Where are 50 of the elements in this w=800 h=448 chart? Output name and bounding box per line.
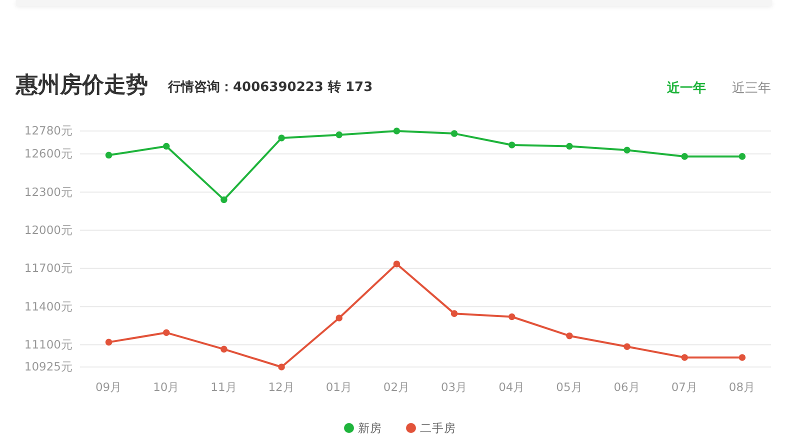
- x-tick-label: 02月: [383, 380, 410, 394]
- point: [278, 134, 285, 142]
- text: 近三年: [732, 81, 771, 96]
- point: [508, 313, 516, 320]
- x-tick-label: 08月: [728, 380, 756, 394]
- legend-label: 二手房: [420, 421, 456, 435]
- point: [393, 260, 400, 268]
- point: [624, 343, 630, 350]
- point: [681, 354, 688, 361]
- point: [566, 332, 573, 340]
- y-tick-label: 11700元: [24, 261, 73, 276]
- point: [681, 153, 688, 160]
- point: [450, 130, 458, 137]
- point: [105, 152, 112, 159]
- point: [336, 314, 343, 322]
- chart-subtitle: 行情咨询：4006390223 转 173: [167, 80, 373, 95]
- point: [738, 153, 746, 160]
- x-tick-label: 04月: [498, 380, 526, 394]
- point: [220, 196, 228, 204]
- y-tick-label: 11400元: [24, 299, 73, 314]
- point: [566, 142, 573, 150]
- x-tick-label: 01月: [326, 380, 352, 394]
- x-tick-label: 11月: [210, 380, 238, 394]
- point: [162, 142, 170, 150]
- point: [450, 310, 458, 317]
- x-tick-label: 06月: [614, 380, 640, 394]
- point: [624, 146, 630, 154]
- point: [220, 346, 228, 353]
- chart-title: 惠州房价走势: [15, 72, 148, 98]
- point: [508, 142, 516, 148]
- y-tick-label: 12780元: [24, 124, 73, 138]
- y-tick-label: 10925元: [24, 360, 73, 374]
- point: [393, 128, 400, 134]
- text: 近一年: [666, 80, 706, 96]
- x-tick-label: 05月: [556, 380, 583, 394]
- y-tick-label: 11100元: [24, 337, 73, 352]
- legend-label: 新房: [358, 421, 382, 435]
- point: [738, 354, 746, 361]
- y-tick-label: 12000元: [24, 222, 73, 237]
- y-tick-label: 12600元: [24, 146, 73, 161]
- x-tick-label: 03月: [440, 380, 468, 394]
- x-tick-label: 12月: [268, 380, 295, 394]
- point: [162, 329, 170, 336]
- x-tick-label: 09月: [95, 380, 122, 394]
- point: [278, 364, 285, 370]
- point: [336, 131, 343, 138]
- y-tick-label: 12300元: [24, 184, 73, 199]
- point: [105, 338, 112, 346]
- x-tick-label: 10月: [153, 380, 180, 394]
- x-tick-label: 07月: [671, 380, 698, 394]
